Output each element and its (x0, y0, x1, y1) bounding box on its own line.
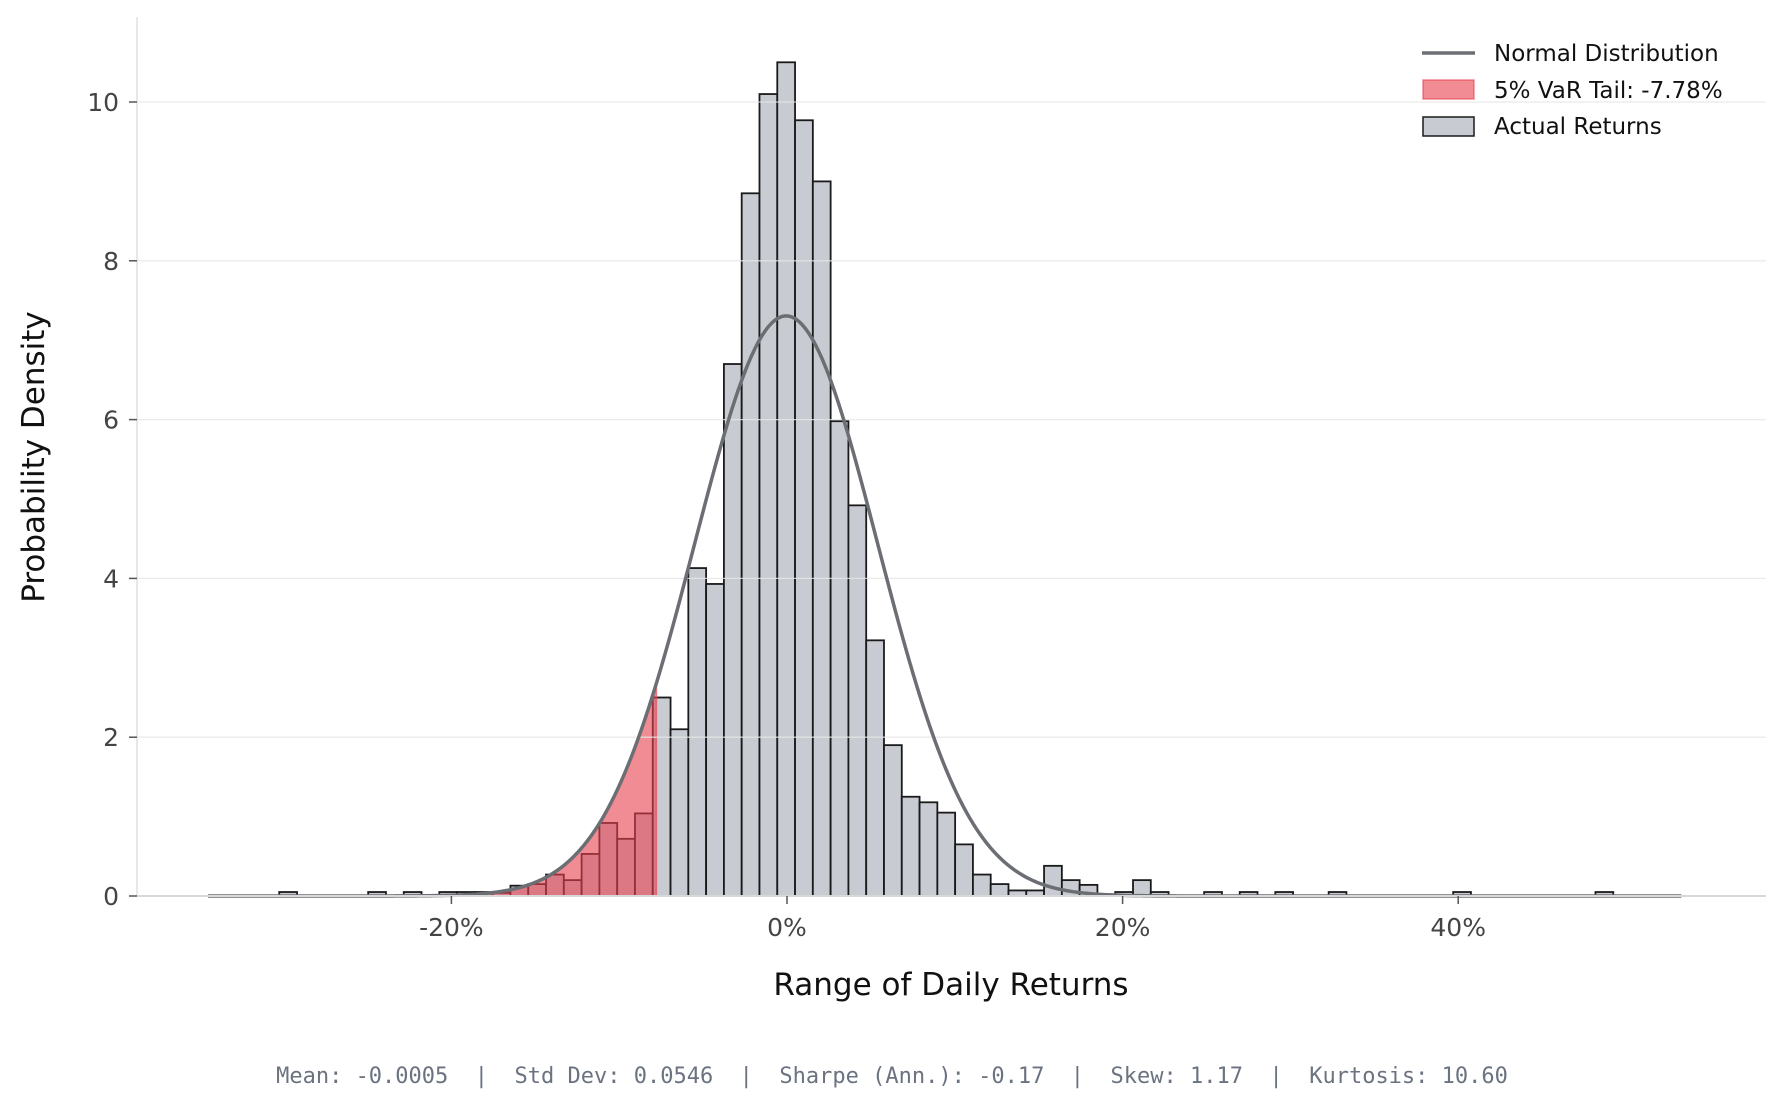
x-tick-label: 40% (1430, 913, 1486, 942)
histogram-bar (883, 744, 903, 897)
y-tick-label: 0 (103, 882, 119, 911)
y-tick-label: 10 (87, 88, 119, 117)
var-tail-area (208, 682, 658, 897)
gridlines (137, 101, 1766, 738)
legend-var-tail-swatch-icon (1422, 79, 1475, 100)
histogram-bar (989, 883, 1010, 897)
histogram-bar (776, 61, 796, 897)
footer-stats: Mean: -0.0005 | Std Dev: 0.0546 | Sharpe… (276, 1064, 1508, 1089)
y-ticks: 0 2 4 6 8 10 (87, 88, 137, 911)
legend-label-actual-returns: Actual Returns (1494, 114, 1662, 140)
legend-label-normal: Normal Distribution (1494, 41, 1719, 67)
x-tick-label: 20% (1095, 913, 1151, 942)
histogram-bar (669, 728, 690, 897)
histogram-bar (687, 567, 708, 897)
histogram-bar (829, 420, 850, 897)
histogram-bar (918, 801, 939, 897)
histogram-bar (1043, 864, 1063, 897)
histogram-bar (794, 119, 814, 897)
y-tick-label: 6 (103, 406, 119, 435)
histogram-bar (758, 93, 779, 897)
normal-curve (208, 314, 1682, 898)
normal-curve-line (208, 314, 1682, 898)
y-tick-label: 4 (103, 564, 119, 593)
x-axis-title: Range of Daily Returns (773, 967, 1128, 1003)
legend: Normal Distribution 5% VaR Tail: -7.78% … (1422, 41, 1723, 140)
histogram-bar (740, 192, 761, 897)
legend-label-var-tail: 5% VaR Tail: -7.78% (1494, 78, 1723, 104)
y-tick-label: 2 (103, 723, 119, 752)
y-tick-label: 8 (103, 247, 119, 276)
histogram-bar (900, 795, 921, 897)
legend-actual-returns-swatch-icon (1422, 116, 1475, 137)
var-tail-fill (208, 682, 658, 897)
histogram-bar (847, 504, 868, 897)
histogram-bar (972, 873, 992, 897)
x-ticks: -20% 0% 20% 40% (419, 896, 1486, 942)
x-tick-label: 0% (767, 913, 807, 942)
histogram-bar (723, 363, 743, 897)
histogram-bar (705, 583, 725, 897)
x-tick-label: -20% (419, 913, 484, 942)
histogram-bars (207, 61, 1686, 897)
y-axis-title: Probability Density (16, 311, 52, 603)
histogram-bar (936, 811, 957, 897)
histogram-bar (811, 180, 832, 897)
histogram-bar (1132, 879, 1152, 897)
histogram-bar (954, 843, 974, 897)
histogram-bar (865, 639, 885, 897)
